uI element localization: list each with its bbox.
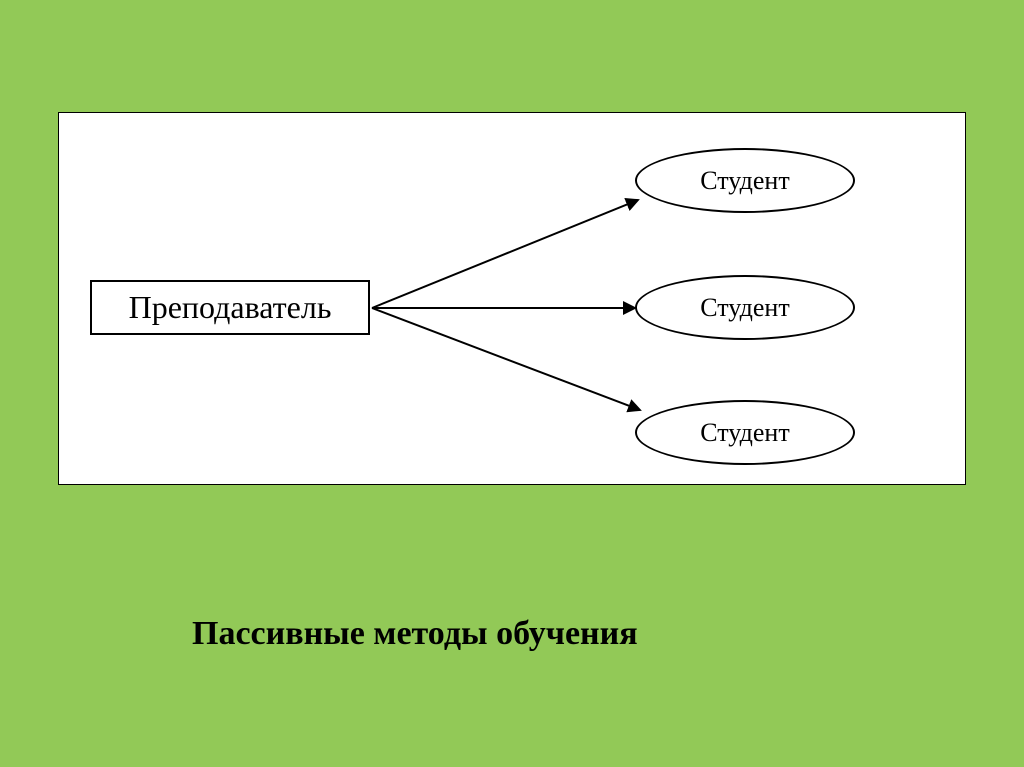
- student-ellipse-3: Студент: [635, 400, 855, 465]
- student-ellipse-1: Студент: [635, 148, 855, 213]
- student-label-2: Студент: [700, 293, 789, 323]
- student-label-1: Студент: [700, 166, 789, 196]
- teacher-label: Преподаватель: [129, 289, 332, 326]
- caption: Пассивные методы обучения: [192, 615, 638, 653]
- teacher-box: Преподаватель: [90, 280, 370, 335]
- student-ellipse-2: Студент: [635, 275, 855, 340]
- slide: Преподаватель Студент Студент Студент Па…: [0, 0, 1024, 767]
- student-label-3: Студент: [700, 418, 789, 448]
- caption-text: Пассивные методы обучения: [192, 615, 638, 652]
